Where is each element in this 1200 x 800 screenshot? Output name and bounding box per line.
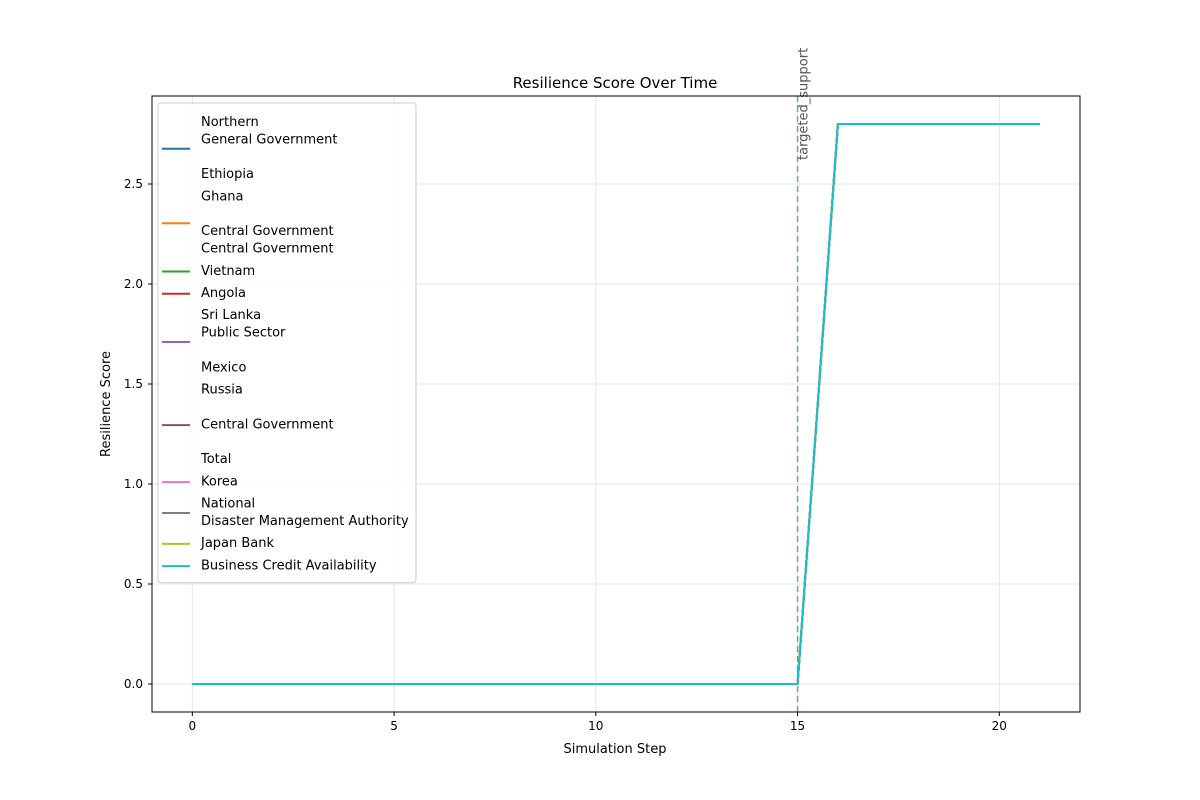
y-tick-label: 0.5 (124, 577, 143, 591)
legend-label: Business Credit Availability (201, 558, 377, 573)
intervention-label: targeted_support (797, 48, 812, 160)
y-tick-label: 1.0 (124, 477, 143, 491)
legend-label-line: Vietnam (201, 264, 255, 279)
legend-label: Ghana Central Government Central Governmen… (201, 189, 334, 256)
legend: Northern General Government Ethiopia Ghana C… (157, 102, 417, 584)
x-axis-title: Simulation Step (564, 742, 667, 757)
legend-label-line: Korea (201, 474, 238, 489)
legend-label-line: Business Credit Availability (201, 558, 377, 573)
legend-label: Northern General Government Ethiopia (201, 115, 337, 182)
legend-label-line: General Government (201, 132, 337, 147)
plot-area-frame (151, 95, 1081, 713)
y-tick-label: 2.5 (124, 177, 143, 191)
legend-box (157, 102, 417, 584)
legend-label-line: Central Government (201, 224, 334, 239)
x-tick-label: 10 (588, 719, 603, 733)
legend-label-line: Angola (201, 286, 246, 301)
legend-label-line: Public Sector (201, 326, 286, 341)
chart-title: Resilience Score Over Time (513, 74, 718, 92)
legend-label: Vietnam (201, 264, 255, 279)
legend-label-line: Sri Lanka (201, 308, 261, 323)
series-layer (192, 123, 1040, 685)
legend-label: National Disaster Management Authority (201, 497, 409, 529)
tick-layer: 0 5 10 15 20 0.0 0.5 1.0 1.5 2.0 2.5 (124, 177, 1007, 733)
x-tick-label: 0 (189, 719, 197, 733)
y-tick-label: 2.0 (124, 277, 143, 291)
x-tick-label: 5 (390, 719, 398, 733)
x-tick-label: 15 (790, 719, 805, 733)
legend-label: Japan Bank (200, 536, 275, 551)
legend-label-line: Mexico (201, 360, 246, 375)
legend-label-line: Total (200, 452, 231, 467)
legend-label-line: Ghana (201, 189, 244, 204)
legend-label-line: Ethiopia (201, 167, 254, 182)
annotation-layer: targeted_support (797, 48, 812, 712)
y-tick-label: 1.5 (124, 377, 143, 391)
y-axis-title: Resilience Score (99, 351, 114, 457)
legend-label-line: Japan Bank (200, 536, 275, 551)
legend-label-line: Disaster Management Authority (201, 514, 409, 529)
series-line-10 (192, 123, 1040, 685)
legend-label: Russia Central Government Total (200, 383, 334, 468)
legend-label-line: National (201, 497, 255, 512)
legend-label-line: Russia (201, 383, 243, 398)
legend-label-line: Central Government (201, 417, 334, 432)
legend-label: Angola (201, 286, 246, 301)
legend-label-line: Central Government (201, 242, 334, 257)
y-tick-label: 0.0 (124, 677, 143, 691)
legend-label: Sri Lanka Public Sector Mexico (201, 308, 286, 375)
x-tick-label: 20 (992, 719, 1007, 733)
legend-label: Korea (201, 474, 238, 489)
legend-label-line: Northern (201, 115, 259, 130)
